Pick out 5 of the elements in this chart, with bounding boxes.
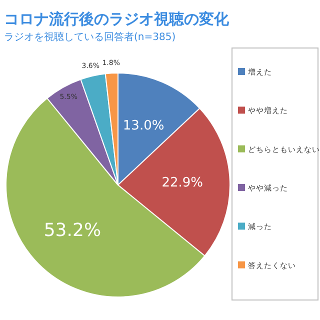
chart-title: コロナ流行後のラジオ視聴の変化 (4, 10, 230, 28)
chart-subtitle: ラジオを視聴している回答者(n=385) (4, 31, 176, 43)
data-label: 22.9% (162, 175, 204, 190)
data-label: 53.2% (44, 220, 102, 242)
data-label: 13.0% (122, 118, 164, 134)
